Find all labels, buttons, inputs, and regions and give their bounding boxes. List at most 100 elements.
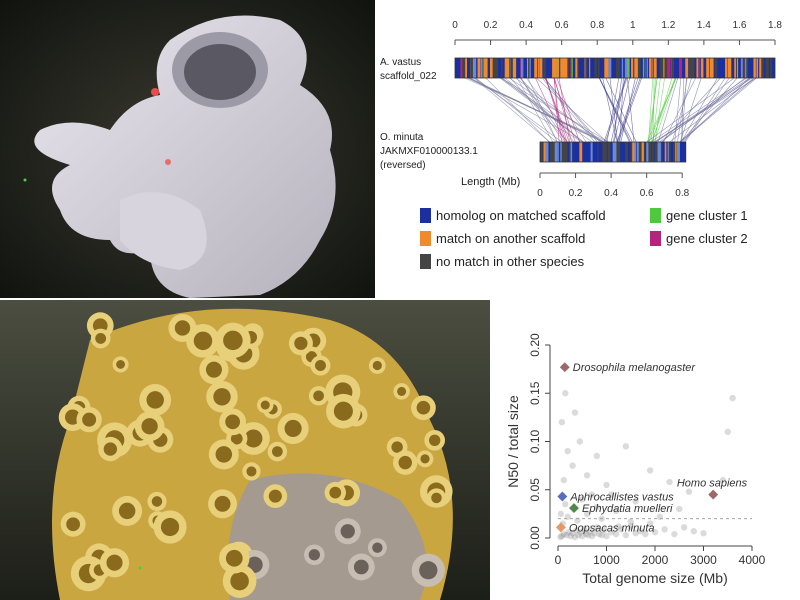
synteny-figure: A. vastus scaffold_022 O. minuta JAKMXF0… xyxy=(375,0,800,298)
top-axis-tick-label: 1.4 xyxy=(697,20,711,31)
bottom-gene-mark xyxy=(632,142,634,162)
sponge-tube-opening xyxy=(215,446,233,463)
bottom-gene-mark xyxy=(634,142,637,162)
top-gene-mark xyxy=(594,58,597,78)
top-gene-mark xyxy=(483,58,485,78)
top-gene-mark xyxy=(709,58,712,78)
top-gene-mark xyxy=(527,58,530,78)
bottom-gene-mark xyxy=(616,142,620,162)
sponge-tube-opening xyxy=(333,401,353,421)
synteny-link xyxy=(617,77,641,143)
synteny-link xyxy=(500,77,609,143)
n50-scatter-chart: 0.00 0.05 0.10 0.15 0.20 0 1000 2000 3000 4000 Dr… xyxy=(490,300,800,600)
background-point xyxy=(608,491,615,498)
x-axis-label: Total genome size (Mb) xyxy=(582,570,728,586)
background-point xyxy=(617,526,625,533)
background-point xyxy=(582,530,590,538)
y-axis-tick-label: 0.05 xyxy=(528,478,542,502)
background-point xyxy=(579,532,586,540)
background-point xyxy=(719,476,727,484)
sponge-tube-opening xyxy=(230,571,249,591)
top-gene-mark xyxy=(543,58,545,78)
top-gene-mark xyxy=(761,58,764,78)
top-gene-mark xyxy=(685,58,689,78)
background-point xyxy=(583,510,591,518)
background-point xyxy=(642,530,649,538)
highlighted-point xyxy=(708,489,719,500)
synteny-link xyxy=(527,77,558,143)
yellow-sponge-photo xyxy=(0,300,490,600)
bottom-axis-tick-label: 0.4 xyxy=(604,188,618,199)
sponge-tube-opening xyxy=(398,455,412,470)
background-point xyxy=(588,532,596,540)
background-point xyxy=(613,530,620,538)
bottom-gene-mark xyxy=(614,142,617,162)
x-axis-tick-label: 3000 xyxy=(690,553,717,567)
top-bar-outline xyxy=(454,57,776,79)
top-gene-mark xyxy=(616,58,620,78)
top-gene-mark xyxy=(470,58,473,78)
top-gene-mark xyxy=(557,58,559,78)
background-point xyxy=(558,419,566,426)
top-gene-mark xyxy=(696,58,699,78)
top-axis-tick-label: 1.6 xyxy=(732,20,746,31)
sponge-tube-opening xyxy=(193,331,213,351)
synteny-link xyxy=(618,77,642,143)
top-gene-mark xyxy=(539,58,543,78)
background-point xyxy=(560,530,568,538)
top-species-label: A. vastus xyxy=(380,57,421,68)
x-axis-tick-label: 0 xyxy=(555,553,562,567)
synteny-link xyxy=(605,77,628,143)
top-gene-mark xyxy=(659,58,664,78)
synteny-legend: homolog on matched scaffold match on anot… xyxy=(420,208,748,269)
sponge-tube-opening xyxy=(420,454,430,464)
top-gene-mark xyxy=(504,58,507,78)
background-point xyxy=(632,498,639,505)
legend-label: match on another scaffold xyxy=(436,231,585,246)
sponge-tube-opening xyxy=(431,492,442,504)
top-gene-mark xyxy=(624,58,628,78)
y-axis-tick-label: 0.20 xyxy=(528,333,542,357)
bottom-gene-mark xyxy=(675,142,677,162)
bottom-scaffold-bar xyxy=(539,141,687,163)
synteny-link xyxy=(627,77,635,143)
background-point xyxy=(586,528,594,535)
bottom-axis-tick-label: 0.2 xyxy=(569,188,583,199)
highlighted-point-label: Ephydatia muelleri xyxy=(582,503,673,515)
top-gene-mark xyxy=(700,58,704,78)
background-point xyxy=(584,531,592,539)
bottom-gene-mark xyxy=(579,142,583,162)
top-gene-mark xyxy=(727,58,731,78)
background-point xyxy=(646,467,654,474)
synteny-link xyxy=(516,77,554,143)
top-gene-mark xyxy=(753,58,756,78)
bottom-gene-mark xyxy=(554,142,557,162)
background-point xyxy=(593,503,600,511)
y-axis-tick-label: 0.00 xyxy=(528,526,542,550)
scatter-axes: 0.00 0.05 0.10 0.15 0.20 0 1000 2000 3000 4000 xyxy=(528,333,766,567)
top-gene-mark xyxy=(585,58,588,78)
top-gene-mark xyxy=(678,58,683,78)
synteny-link xyxy=(536,77,608,143)
top-gene-mark xyxy=(667,58,671,78)
highlighted-point-label: Oopsacas minuta xyxy=(569,522,655,534)
background-point xyxy=(571,409,579,416)
synteny-link xyxy=(605,77,637,143)
sponge-tube-opening xyxy=(82,412,97,427)
bottom-gene-mark xyxy=(552,142,556,162)
top-gene-mark xyxy=(526,58,529,78)
background-point xyxy=(579,496,586,503)
top-gene-mark xyxy=(644,58,647,78)
background-point xyxy=(632,529,639,537)
top-gene-mark xyxy=(628,58,630,78)
top-gene-mark xyxy=(554,58,556,78)
synteny-link xyxy=(474,77,550,143)
top-gene-mark xyxy=(471,58,475,78)
synteny-link xyxy=(610,77,626,143)
top-gene-mark xyxy=(634,58,637,78)
top-scaffold-label: scaffold_022 xyxy=(380,71,437,82)
background-point xyxy=(588,491,596,498)
bottom-gene-mark xyxy=(625,142,629,162)
top-gene-mark xyxy=(606,58,609,78)
top-gene-mark xyxy=(631,58,633,78)
